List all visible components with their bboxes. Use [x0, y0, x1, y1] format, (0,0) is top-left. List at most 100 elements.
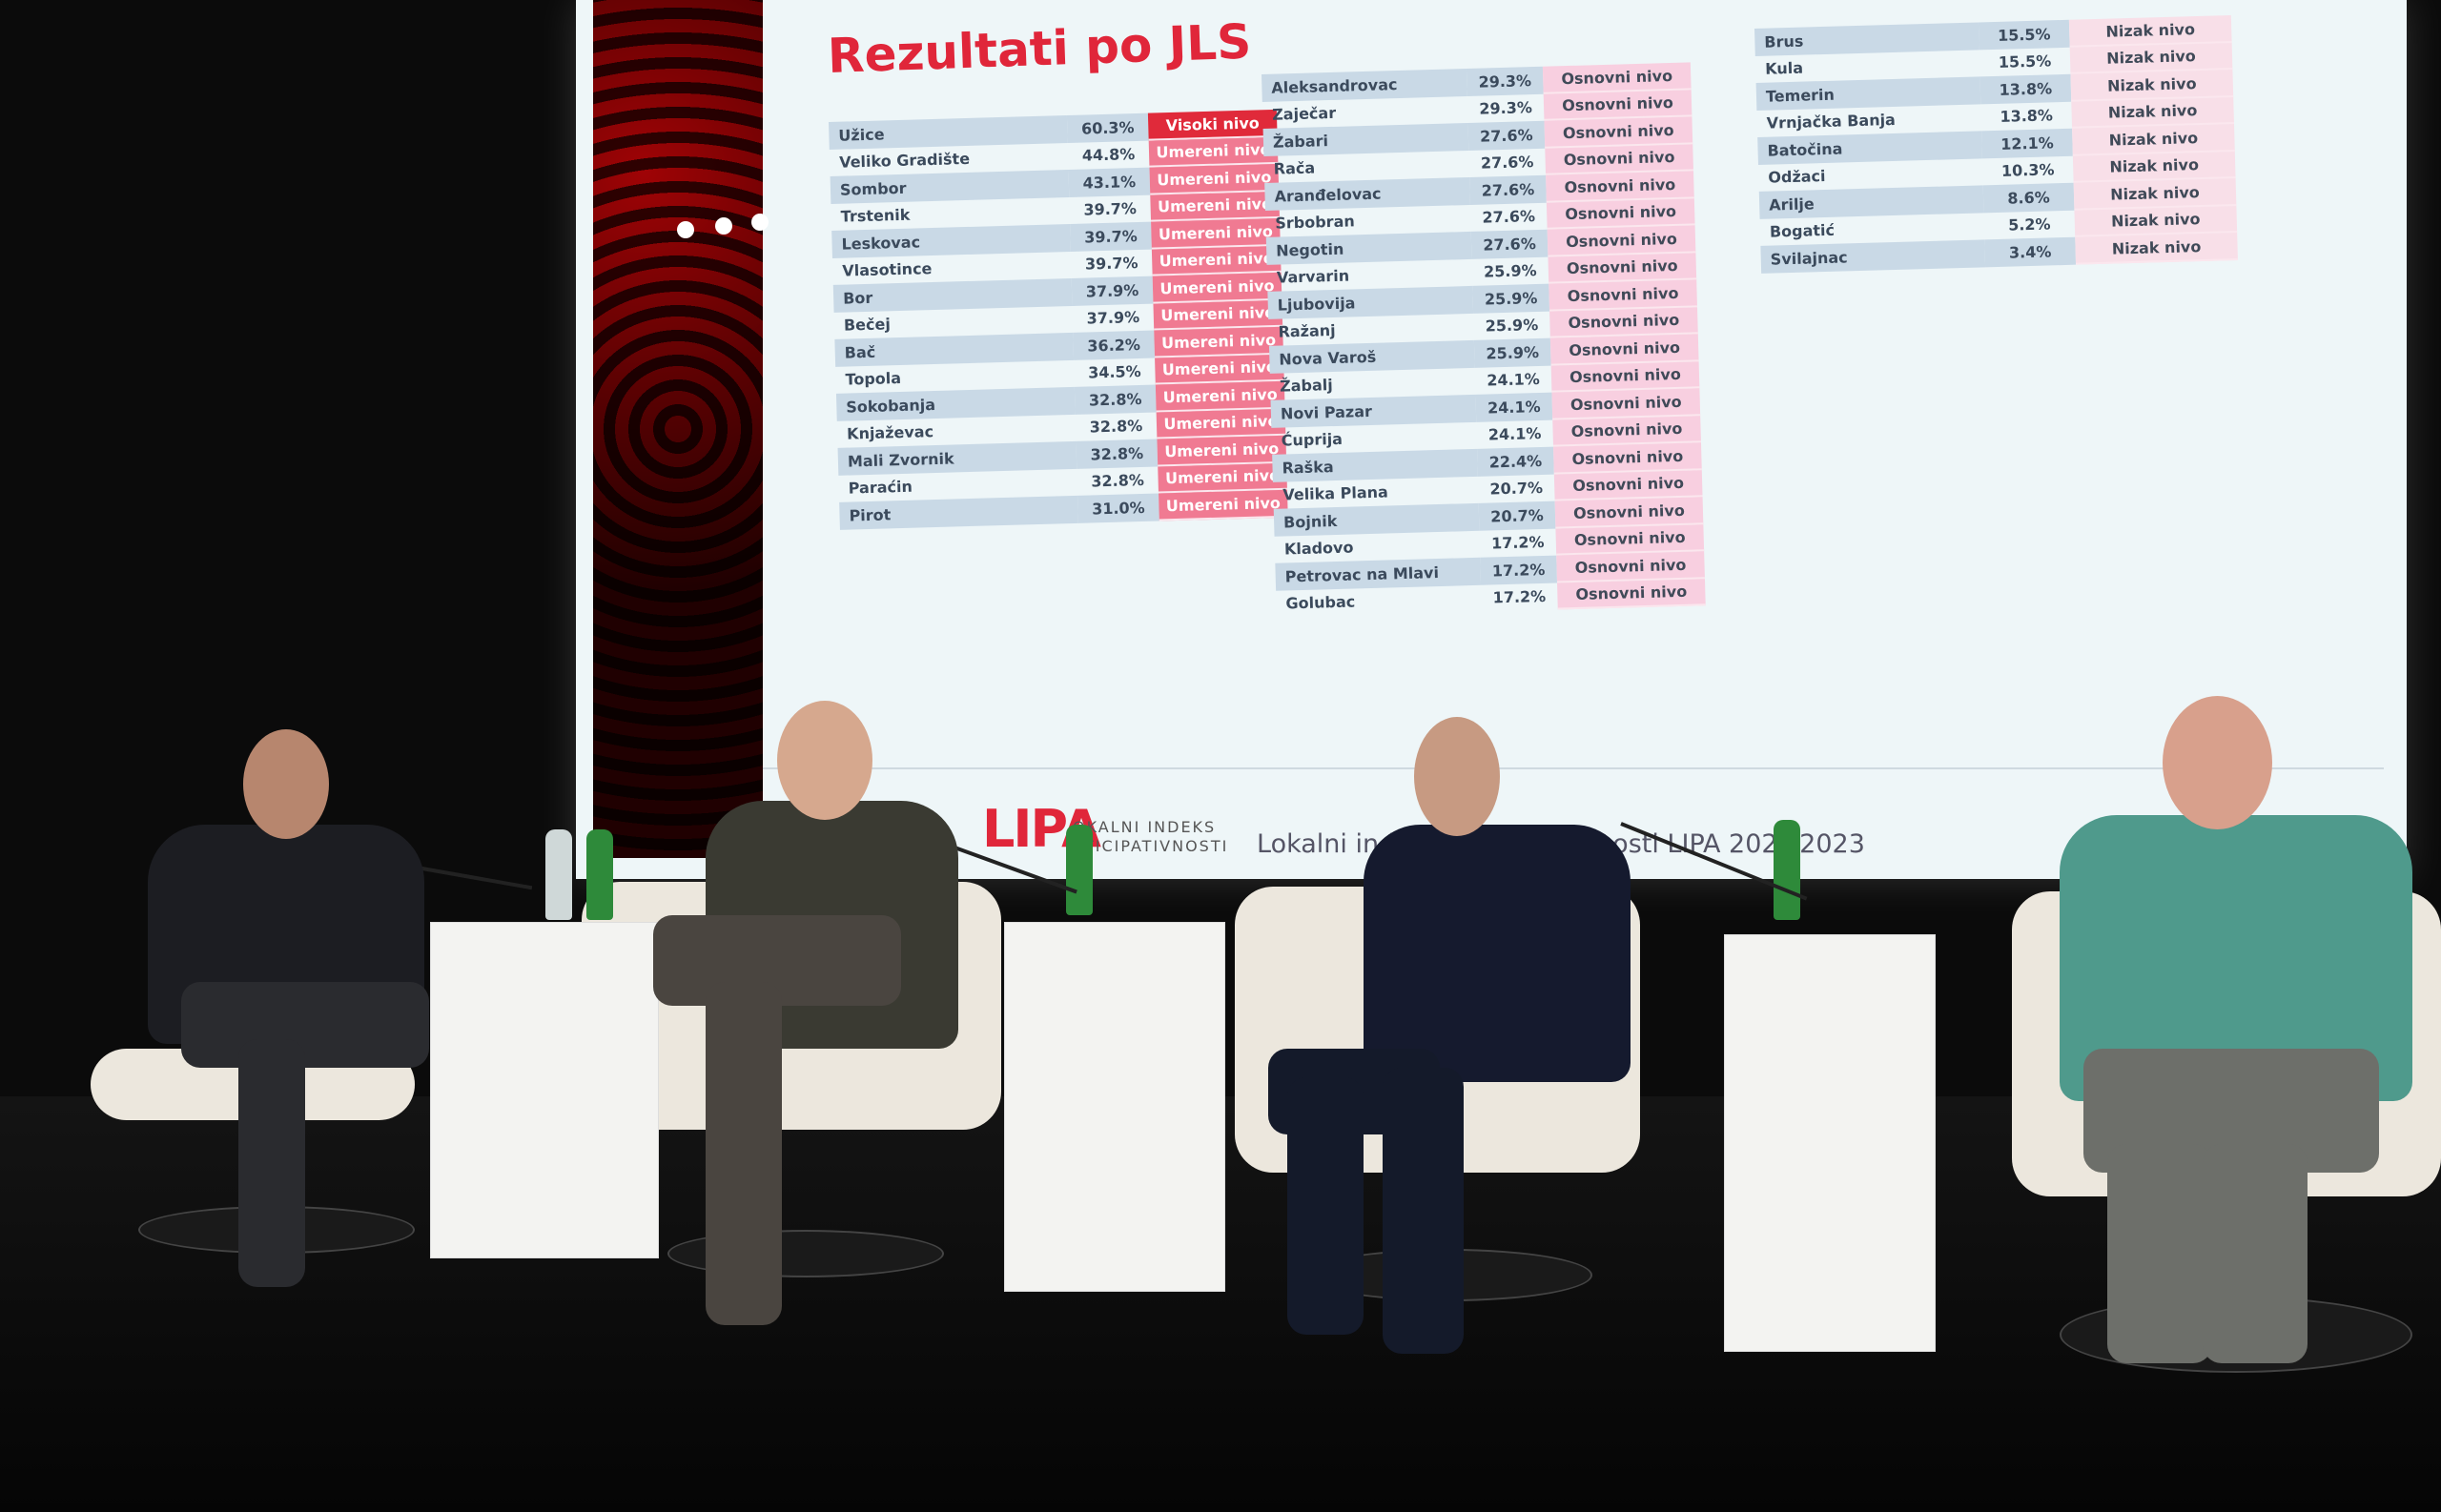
cell-level: Osnovni nivo [1542, 62, 1692, 94]
cell-value: 32.8% [1091, 471, 1145, 491]
panelist-3-body [1364, 825, 1631, 1082]
logo-sub-line: OKALNI INDEKS [1073, 818, 1217, 836]
cell-value: 24.1% [1487, 370, 1541, 390]
cell-level: Umereni nivo [1158, 462, 1287, 494]
cell-level: Osnovni nivo [1544, 116, 1693, 149]
panelist-3-legs [1383, 1068, 1464, 1354]
cell-level: Osnovni nivo [1551, 388, 1701, 420]
cell-value: 10.3% [2000, 160, 2055, 181]
cell-level: Umereni nivo [1149, 163, 1280, 195]
cell-level: Osnovni nivo [1546, 197, 1695, 230]
panelist-3-head [1414, 717, 1500, 836]
cell-value: 24.1% [1487, 424, 1542, 444]
panelist-3-legs [1287, 1077, 1364, 1335]
cell-level: Osnovni nivo [1548, 252, 1697, 284]
cell-level: Umereni nivo [1151, 217, 1281, 250]
cell-value: 32.8% [1074, 384, 1157, 415]
cell-level: Osnovni nivo [1556, 551, 1705, 583]
cell-value: 37.9% [1071, 276, 1154, 306]
cell-level: Umereni nivo [1152, 272, 1282, 304]
table-basic: Aleksandrovac 29.3% Osnovni nivo Zaječar 29.… [1262, 62, 1706, 617]
cell-value: 36.2% [1073, 330, 1156, 360]
panelist-2-head [777, 701, 872, 820]
cell-value: 39.7% [1084, 254, 1138, 274]
cell-level: Nizak nivo [2075, 232, 2238, 265]
cell-value: 13.8% [1979, 73, 2072, 104]
cell-value: 37.9% [1086, 308, 1140, 328]
slide-dot [751, 214, 769, 231]
cell-level: Osnovni nivo [1547, 225, 1696, 257]
cell-level: Osnovni nivo [1555, 523, 1705, 556]
water-bottle [1774, 820, 1800, 920]
cell-level: Visoki nivo [1147, 109, 1278, 141]
cell-value: 20.7% [1478, 501, 1556, 531]
cell-value: 22.4% [1477, 446, 1554, 477]
cell-level: Osnovni nivo [1549, 279, 1697, 312]
cell-value: 32.8% [1089, 417, 1143, 437]
cell-level: Umereni nivo [1159, 489, 1288, 521]
cell-value: 44.8% [1081, 145, 1136, 165]
side-table [430, 922, 659, 1258]
cell-level: Osnovni nivo [1553, 469, 1703, 501]
cell-value: 15.5% [1978, 19, 2070, 50]
cell-value: 29.3% [1466, 66, 1544, 96]
cell-level: Umereni nivo [1154, 326, 1283, 358]
cell-value: 3.4% [1984, 236, 2077, 267]
cell-value: 12.1% [1981, 128, 2073, 158]
cell-value: 29.3% [1479, 98, 1533, 118]
cell-value: 25.9% [1485, 316, 1539, 336]
table-high-moderate: Užice 60.3% Visoki nivo Veliko Gradište 44.8… [829, 109, 1288, 530]
cell-level: Umereni nivo [1157, 435, 1287, 467]
cell-value: 39.7% [1083, 199, 1138, 219]
cell-level: Osnovni nivo [1546, 171, 1694, 203]
cell-level: Umereni nivo [1155, 354, 1284, 385]
cell-value: 13.8% [2000, 106, 2054, 127]
cell-value: 17.2% [1490, 533, 1545, 553]
cell-value: 27.6% [1470, 229, 1549, 259]
cell-value: 27.6% [1467, 120, 1546, 151]
cell-value: 31.0% [1077, 493, 1159, 523]
cell-value: 25.9% [1473, 337, 1551, 368]
cell-value: 24.1% [1475, 392, 1553, 422]
cell-value: 27.6% [1469, 174, 1547, 205]
cell-value: 8.6% [1982, 182, 2075, 213]
cell-level: Umereni nivo [1156, 408, 1286, 439]
cell-value: 5.2% [2007, 215, 2051, 235]
cell-level: Umereni nivo [1150, 191, 1280, 222]
cell-value: 32.8% [1076, 439, 1159, 469]
cell-value: 27.6% [1482, 207, 1536, 227]
cell-level: Osnovni nivo [1549, 334, 1699, 366]
panelist-2-legs [706, 982, 782, 1325]
side-table [1724, 934, 1936, 1352]
cell-value: 39.7% [1070, 221, 1152, 252]
cell-level: Umereni nivo [1148, 136, 1279, 168]
cell-value: 25.9% [1472, 283, 1550, 314]
cell-value: 25.9% [1483, 261, 1537, 281]
cell-level: Osnovni nivo [1549, 306, 1698, 338]
table-low: Brus 15.5% Nizak nivo Kula 15.5% Nizak nivo Te… [1754, 15, 2238, 274]
panelist-4-legs [2107, 1144, 2212, 1363]
water-bottle [545, 829, 572, 920]
slide-dot [715, 217, 732, 235]
cell-value: 20.7% [1489, 479, 1544, 499]
cell-level: Umereni nivo [1153, 299, 1283, 331]
water-bottle [1066, 825, 1093, 915]
cell-level: Osnovni nivo [1557, 578, 1706, 610]
water-bottle [586, 829, 613, 920]
cell-value: 15.5% [1998, 51, 2052, 72]
cell-level: Umereni nivo [1151, 245, 1282, 276]
side-table [1004, 922, 1225, 1292]
cell-name: Golubac [1285, 592, 1356, 613]
panelist-1-legs [238, 1039, 305, 1287]
cell-value: 43.1% [1068, 167, 1151, 197]
cell-level: Umereni nivo [1155, 380, 1285, 413]
cell-level: Osnovni nivo [1553, 442, 1702, 475]
panelist-4-legs [2203, 1144, 2308, 1363]
slide-dot [677, 221, 694, 238]
cell-level: Osnovni nivo [1550, 360, 1700, 393]
cell-level: Osnovni nivo [1554, 497, 1704, 529]
panelist-4-head [2163, 696, 2272, 829]
crowd-photo [593, 0, 763, 858]
cell-value: 17.2% [1480, 555, 1558, 585]
cell-value: 17.2% [1492, 587, 1547, 607]
